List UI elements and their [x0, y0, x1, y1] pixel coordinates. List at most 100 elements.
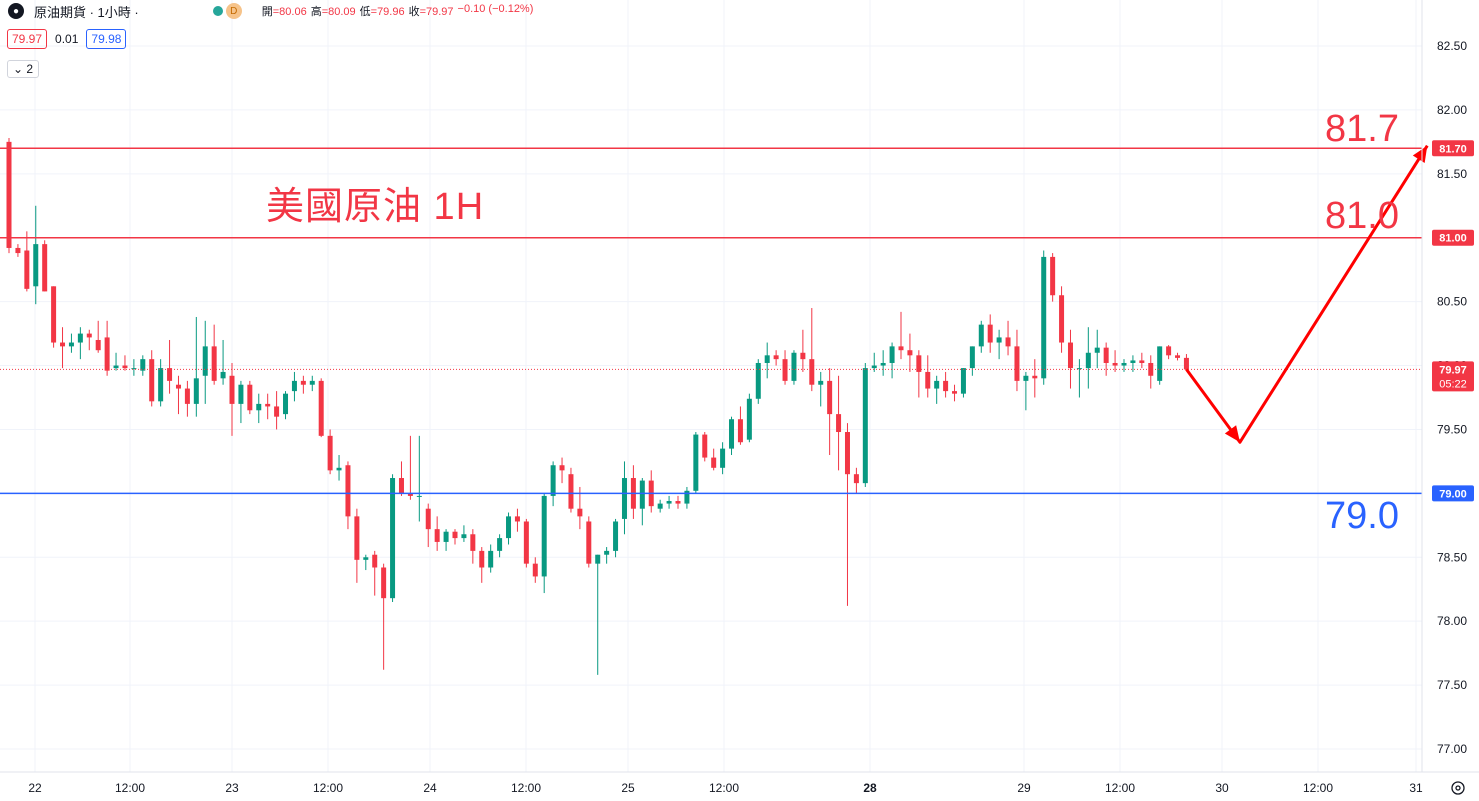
indicator-count: 2 — [26, 62, 34, 76]
candle-body — [149, 359, 155, 402]
candle-body — [416, 495, 422, 497]
chevron-down-icon: ⌄ — [13, 62, 24, 76]
candle-body — [256, 403, 262, 411]
trade-row: 79.97 0.01 79.98 — [7, 29, 127, 49]
candle-body — [693, 434, 699, 491]
candle-body — [844, 432, 850, 475]
candle-body — [755, 362, 761, 399]
candle-body — [1050, 256, 1056, 296]
market-open-icon — [212, 6, 223, 16]
candle-body — [104, 337, 110, 371]
candlestick-series — [6, 138, 1189, 675]
candle-body — [541, 495, 547, 577]
candle-body — [1183, 357, 1189, 370]
settings-icon[interactable] — [1451, 781, 1465, 795]
candle-body — [595, 554, 601, 564]
candle-body — [1014, 346, 1020, 381]
price-tick-label: 82.50 — [1437, 39, 1467, 53]
candle-body — [639, 480, 645, 509]
candle-body — [327, 435, 333, 471]
candle-body — [1041, 256, 1047, 379]
time-tick-label: 12:00 — [1303, 781, 1333, 795]
candle-body — [969, 346, 975, 369]
candle-body — [407, 493, 413, 496]
candle-body — [604, 550, 610, 555]
spread-value: 0.01 — [55, 32, 79, 46]
candle-body — [1032, 375, 1038, 379]
time-axis: 22 12:00 23 12:00 24 12:00 25 12:00 28 29 12:00 30 1… — [28, 781, 1423, 795]
candle-body — [461, 534, 467, 539]
candle-body — [871, 365, 877, 369]
candle-body — [729, 419, 735, 449]
candle-body — [978, 324, 984, 347]
price-tick-label: 78.00 — [1437, 614, 1467, 628]
candle-body — [425, 508, 431, 530]
candle-body — [532, 563, 538, 577]
candle-body — [497, 538, 503, 551]
candle-body — [443, 531, 449, 542]
price-tag-79-00: 79.00 — [1439, 488, 1467, 500]
candle-body — [1085, 352, 1091, 369]
price-tag-81-00-bg — [1432, 229, 1474, 246]
level-label-low: 79.0 — [1325, 495, 1399, 537]
price-tag-81-70-bg — [1432, 140, 1474, 157]
sell-price-button[interactable]: 79.97 — [7, 29, 48, 49]
time-tick-label: 12:00 — [1105, 781, 1135, 795]
candle-body — [247, 384, 253, 411]
candle-body — [158, 368, 164, 402]
candle-body — [193, 378, 199, 404]
candle-body — [1139, 360, 1145, 363]
oil-drop-icon: ● — [8, 3, 24, 19]
price-tick-label: 77.50 — [1437, 678, 1467, 692]
candle-body — [452, 531, 458, 539]
candle-body — [113, 365, 119, 369]
candle-body — [827, 380, 833, 415]
candle-body — [506, 516, 512, 539]
price-tags: 81.70 81.00 79.00 79.97 05:22 — [1432, 140, 1474, 502]
price-tick-label: 79.50 — [1437, 422, 1467, 436]
indicators-toggle[interactable]: ⌄ 2 — [7, 60, 40, 78]
candle-body — [1148, 362, 1154, 376]
candle-body — [131, 368, 137, 370]
price-tick-label: 78.50 — [1437, 550, 1467, 564]
time-tick-label: 12:00 — [709, 781, 739, 795]
buy-price-button[interactable]: 79.98 — [86, 29, 127, 49]
candle-body — [996, 337, 1002, 343]
candle-body — [1076, 368, 1082, 370]
time-tick-label: 29 — [1017, 781, 1031, 795]
arrow-head-up — [1412, 145, 1428, 163]
level-label-mid: 81.0 — [1325, 195, 1399, 237]
candle-body — [737, 419, 743, 443]
candle-body — [1130, 360, 1136, 363]
time-tick-label: 12:00 — [115, 781, 145, 795]
candle-body — [77, 333, 83, 343]
candle-body — [95, 339, 101, 351]
candle-body — [1094, 347, 1100, 353]
candle-body — [381, 567, 387, 599]
change-value: −0.10 (−0.12%) — [457, 3, 534, 15]
price-tick-label: 81.50 — [1437, 167, 1467, 181]
horizontal-levels — [0, 147, 1422, 495]
last-price-tag: 79.97 — [1439, 364, 1467, 376]
candle-body — [818, 380, 824, 385]
candle-body — [1175, 355, 1181, 358]
candle-body — [86, 333, 92, 338]
projection-path — [1185, 144, 1429, 444]
candle-body — [15, 247, 21, 254]
candle-body — [764, 355, 770, 363]
candle-body — [1103, 347, 1109, 363]
candle-body — [702, 434, 708, 458]
candle-body — [291, 380, 297, 392]
chart-grid — [0, 0, 1422, 772]
candle-body — [523, 521, 529, 564]
arrow-head-down — [1224, 425, 1240, 443]
candle-body — [336, 467, 342, 471]
candle-body — [68, 342, 74, 347]
candle-body — [122, 365, 128, 369]
candle-body — [586, 521, 592, 564]
time-tick-label: 12:00 — [511, 781, 541, 795]
candle-body — [853, 474, 859, 484]
candle-body — [791, 352, 797, 381]
symbol-title[interactable]: 原油期貨 · 1小時 · — [34, 4, 139, 20]
